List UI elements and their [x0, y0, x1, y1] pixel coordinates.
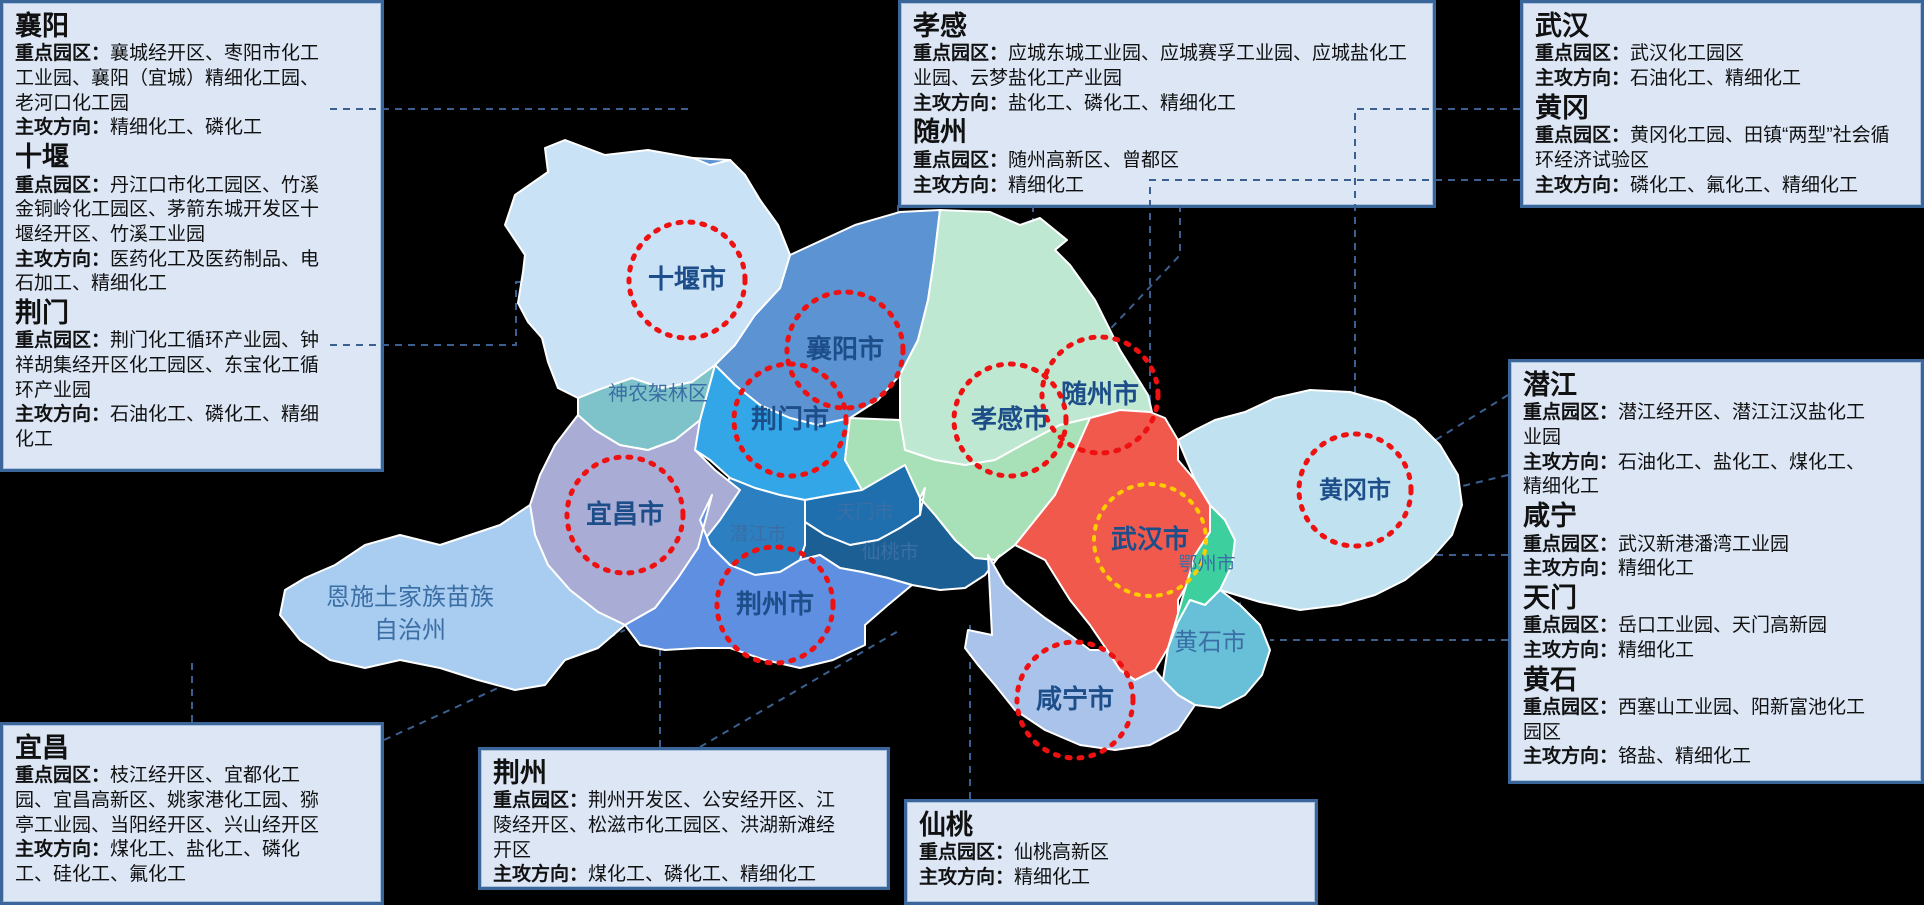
- svg-text:自治州: 自治州: [374, 617, 446, 644]
- svg-text:荆门市: 荆门市: [751, 404, 829, 434]
- svg-text:十堰市: 十堰市: [648, 264, 726, 294]
- svg-text:鄂州市: 鄂州市: [1178, 553, 1235, 575]
- svg-text:随州市: 随州市: [1061, 379, 1139, 409]
- svg-text:孝感市: 孝感市: [971, 404, 1049, 434]
- svg-text:咸宁市: 咸宁市: [1036, 684, 1114, 714]
- svg-text:武汉市: 武汉市: [1111, 524, 1189, 554]
- svg-text:荆州市: 荆州市: [736, 589, 814, 619]
- svg-text:仙桃市: 仙桃市: [861, 541, 918, 563]
- svg-text:黄石市: 黄石市: [1174, 629, 1246, 656]
- svg-text:天门市: 天门市: [836, 501, 893, 523]
- svg-text:恩施土家族苗族: 恩施土家族苗族: [326, 584, 494, 611]
- svg-text:潜江市: 潜江市: [729, 523, 786, 545]
- svg-text:襄阳市: 襄阳市: [805, 334, 884, 364]
- svg-text:神农架林区: 神农架林区: [608, 382, 708, 405]
- svg-text:黄冈市: 黄冈市: [1319, 476, 1391, 504]
- svg-text:宜昌市: 宜昌市: [586, 499, 664, 529]
